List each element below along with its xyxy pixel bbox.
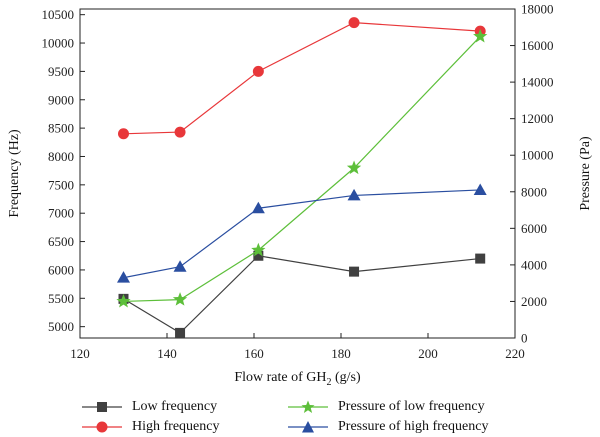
legend-marker-triangle-icon [288,421,328,433]
data-point-pressure-of-high-frequency [473,183,487,195]
legend-marker-circle-icon [82,421,122,433]
data-point-pressure-of-high-frequency [117,271,130,283]
x-axis-label: Flow rate of GH2 (g/s) [234,370,361,388]
x-tick-label: 180 [331,346,351,361]
series-line-pressure-of-low-frequency [123,36,481,303]
data-point-high-frequency [348,17,360,29]
legend-item-high-frequency: High frequency [80,418,219,436]
data-point-pressure-of-low-frequency [251,242,266,257]
data-point-low-frequency [349,266,360,277]
legend-item-low-frequency: Low frequency [80,398,217,416]
y-right-tick-label: 4000 [521,257,547,272]
data-point-low-frequency [475,253,486,264]
y-left-tick-label: 8000 [48,149,74,164]
legend-item-pressure-low-frequency: Pressure of low frequency [286,398,485,416]
y-left-axis-label: Frequency (Hz) [7,129,22,218]
y-left-tick-label: 6000 [48,262,74,277]
y-left-tick-label: 10000 [42,36,75,51]
y-right-tick-label: 6000 [521,221,547,236]
legend-label-high-frequency: High frequency [132,419,220,434]
x-tick-label: 160 [244,346,264,361]
y-right-tick-label: 2000 [521,294,547,309]
data-point-pressure-of-low-frequency [116,293,131,308]
data-point-pressure-of-high-frequency [251,201,265,214]
x-tick-label: 120 [70,346,90,361]
x-tick-label: 220 [505,346,525,361]
x-tick-label: 200 [418,346,438,361]
y-right-tick-label: 16000 [521,38,554,53]
data-point-high-frequency [118,128,129,140]
legend-item-pressure-high-frequency: Pressure of high frequency [286,418,488,436]
y-right-tick-label: 8000 [521,184,547,199]
data-point-low-frequency [253,250,264,261]
y-left-tick-label: 5000 [48,319,74,334]
chart: 120 140 160 180 200 220 5000 5500 6000 6500 7000 75… [7,2,593,389]
data-point-high-frequency [252,65,264,77]
x-tick-label: 140 [157,346,177,361]
data-point-pressure-of-high-frequency [173,260,187,272]
y-right-axis-label: Pressure (Pa) [578,136,593,211]
legend-label-pressure-low-frequency: Pressure of low frequency [338,399,485,414]
data-point-pressure-of-low-frequency [473,28,488,43]
y-right-tick-label: 18000 [521,2,554,17]
data-point-low-frequency [175,327,186,338]
y-left-tick-label: 5500 [48,291,74,306]
y-left-tick-label: 10500 [42,7,75,22]
data-point-pressure-of-high-frequency [347,188,361,201]
y-left-tick-label: 7000 [48,206,74,221]
series-line-high-frequency [123,22,481,135]
plot-frame [79,8,516,339]
y-left-tick-label: 8500 [48,121,74,136]
data-point-pressure-of-low-frequency [172,292,188,306]
data-point-high-frequency [174,126,186,138]
y-left-tick-label: 9500 [48,64,74,79]
y-right-tick-label: 10000 [521,148,554,163]
y-right-tick-label: 0 [521,331,528,346]
data-point-pressure-of-low-frequency [346,160,362,175]
y-left-tick-label: 9000 [48,92,74,107]
legend-marker-star-icon [288,400,328,413]
legend-label-pressure-high-frequency: Pressure of high frequency [338,419,489,434]
legend: Low frequency High frequency Pressure of… [80,396,560,436]
y-right-tick-label: 14000 [521,75,554,90]
legend-marker-square-icon [82,402,122,412]
legend-label-low-frequency: Low frequency [132,399,218,414]
y-right-tick-label: 12000 [521,111,554,126]
y-left-tick-label: 6500 [48,234,74,249]
y-left-tick-label: 7500 [48,177,74,192]
